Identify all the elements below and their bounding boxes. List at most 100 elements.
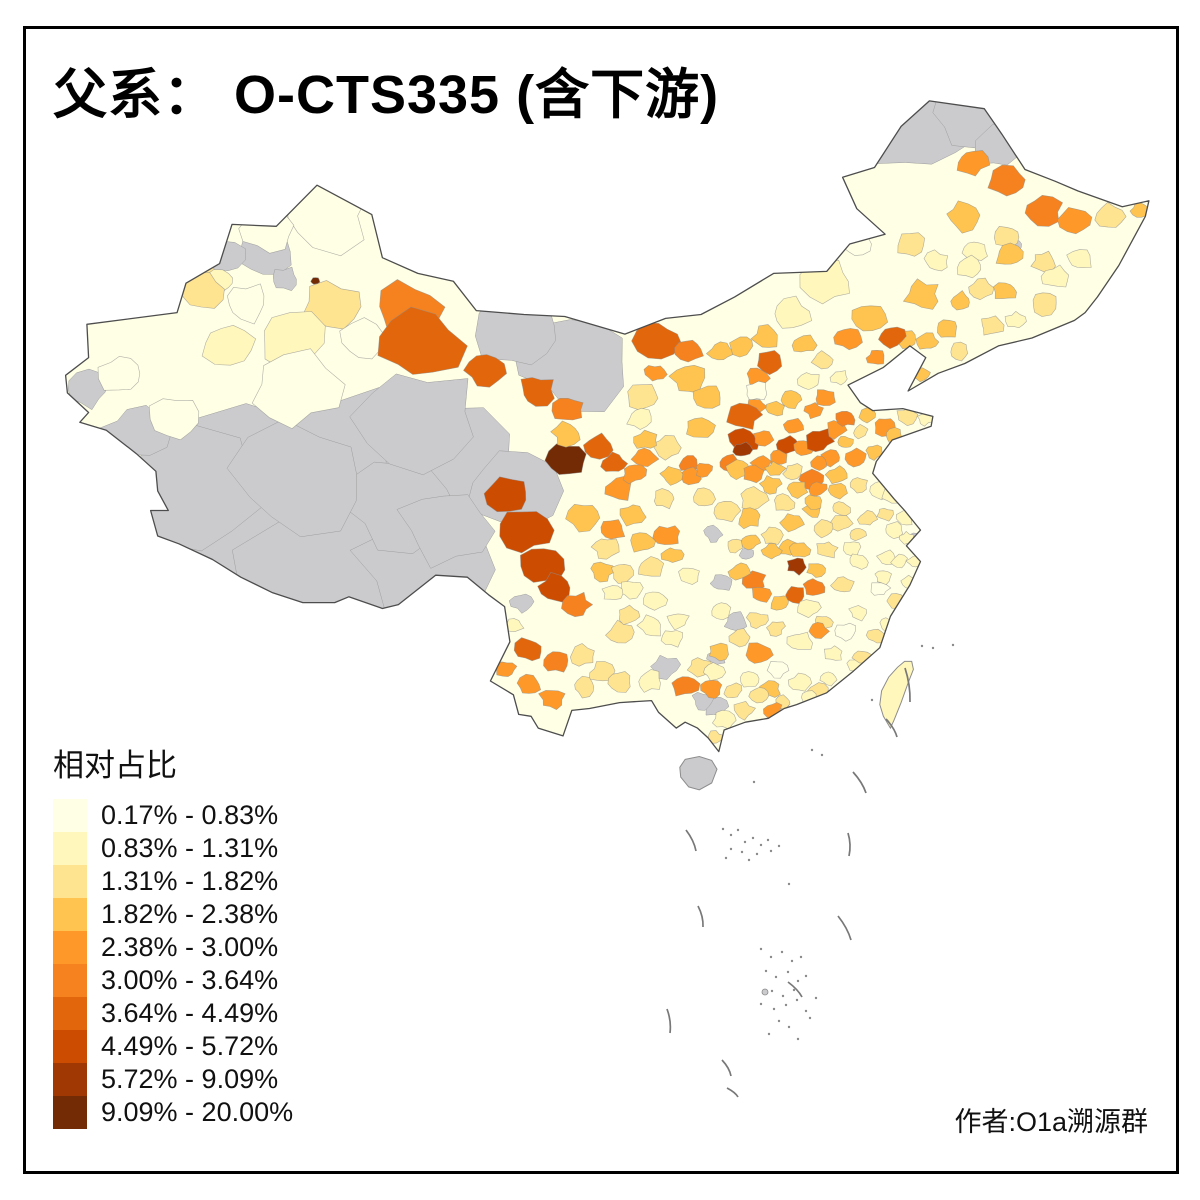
prefecture-region (823, 645, 843, 661)
prefecture-region (604, 475, 632, 501)
prefecture-region (987, 164, 1026, 197)
prefecture-region (520, 377, 555, 407)
prefecture-region (748, 687, 770, 704)
prefecture-region (856, 509, 879, 526)
prefecture-region (791, 334, 818, 353)
legend-label: 1.31% - 1.82% (101, 866, 279, 896)
prefecture-region (833, 328, 863, 351)
legend-label: 3.00% - 3.64% (101, 965, 279, 995)
legend-swatch (53, 1096, 87, 1129)
prefecture-region (885, 521, 904, 540)
legend-row: 3.64% - 4.49% (53, 997, 293, 1030)
prefecture-region (824, 465, 848, 484)
prefecture-region (674, 339, 704, 363)
prefecture-region (890, 553, 908, 569)
sea-islets (721, 643, 955, 1041)
prefecture-region (834, 622, 857, 642)
prefecture-region (550, 420, 581, 448)
prefecture-region (819, 671, 838, 687)
legend-row: 9.09% - 20.00% (53, 1096, 293, 1129)
prefecture-region (574, 675, 595, 699)
prefecture-region (829, 370, 848, 386)
prefecture-region (726, 402, 764, 430)
prefecture-region (377, 306, 468, 375)
prefecture-region (886, 427, 903, 445)
prefecture-region (695, 462, 714, 478)
legend-row: 4.49% - 5.72% (53, 1030, 293, 1063)
prefecture-region (1024, 194, 1063, 227)
prefecture-region (876, 507, 894, 522)
legend-label: 5.72% - 9.09% (101, 1064, 279, 1094)
prefecture-region (832, 501, 851, 517)
prefecture-region (813, 519, 834, 539)
prefecture-region (713, 500, 742, 523)
prefecture-region (610, 563, 634, 584)
prefecture-region (660, 630, 684, 648)
legend-label: 0.83% - 1.31% (101, 833, 279, 863)
prefecture-region (201, 324, 257, 366)
legend-row: 1.82% - 2.38% (53, 898, 293, 931)
legend-label: 0.17% - 0.83% (101, 800, 279, 830)
prefecture-region (751, 586, 773, 603)
prefecture-region (995, 242, 1024, 265)
prefecture-region (806, 563, 826, 578)
prefecture-region (956, 254, 982, 279)
prefecture-region (513, 637, 542, 662)
prefecture-region (638, 669, 661, 693)
prefecture-region (692, 385, 721, 409)
prefecture-region (723, 682, 743, 699)
prefecture-region (830, 576, 855, 593)
prefecture-region (760, 526, 784, 545)
legend: 相对占比 0.17% - 0.83% 0.83% - 1.31% 1.31% - 1… (53, 740, 293, 1129)
prefecture-region (876, 549, 897, 566)
prefecture-region (600, 519, 626, 540)
prefecture-region (711, 602, 732, 621)
prefecture-region (896, 407, 919, 427)
prefecture-region (827, 482, 848, 500)
prefecture-region (483, 476, 527, 513)
prefecture-region (808, 621, 830, 639)
prefecture-region (607, 671, 631, 693)
prefecture-region (516, 673, 542, 694)
prefecture-region (463, 354, 507, 388)
prefecture-region (788, 542, 812, 558)
prefecture-region (583, 432, 614, 460)
prefecture-region (538, 690, 566, 710)
prefecture-region (251, 348, 346, 429)
prefecture-region (806, 428, 836, 453)
prefecture-region (835, 410, 856, 427)
prefecture-region (796, 372, 820, 390)
prefecture-region (837, 436, 854, 448)
prefecture-region (865, 349, 885, 365)
legend-swatch (53, 931, 87, 964)
prefecture-region (753, 430, 775, 447)
prefecture-region (968, 277, 995, 301)
prefecture-region (653, 488, 675, 510)
legend-row: 0.17% - 0.83% (53, 799, 293, 832)
prefecture-region (630, 447, 660, 467)
legend-row: 1.31% - 1.82% (53, 865, 293, 898)
no-data-region (396, 494, 496, 569)
prefecture-region (782, 417, 805, 434)
prefecture-region (590, 538, 620, 560)
prefecture-region (619, 504, 647, 527)
legend-row: 0.83% - 1.31% (53, 832, 293, 865)
prefecture-region (1004, 311, 1027, 329)
legend-label: 3.64% - 4.49% (101, 998, 279, 1028)
prefecture-region (1040, 264, 1070, 288)
legend-label: 9.09% - 20.00% (101, 1097, 294, 1127)
prefecture-region (1057, 207, 1093, 235)
prefecture-region (774, 295, 813, 329)
prefecture-region (678, 567, 700, 585)
legend-swatch (53, 832, 87, 865)
prefecture-region (227, 283, 265, 325)
prefecture-region (797, 599, 822, 619)
prefecture-region (569, 643, 595, 667)
prefecture-region (693, 487, 716, 507)
prefecture-region (729, 336, 754, 358)
prefecture-region (588, 661, 616, 682)
prefecture-region (600, 451, 629, 472)
legend-label: 1.82% - 2.38% (101, 899, 279, 929)
